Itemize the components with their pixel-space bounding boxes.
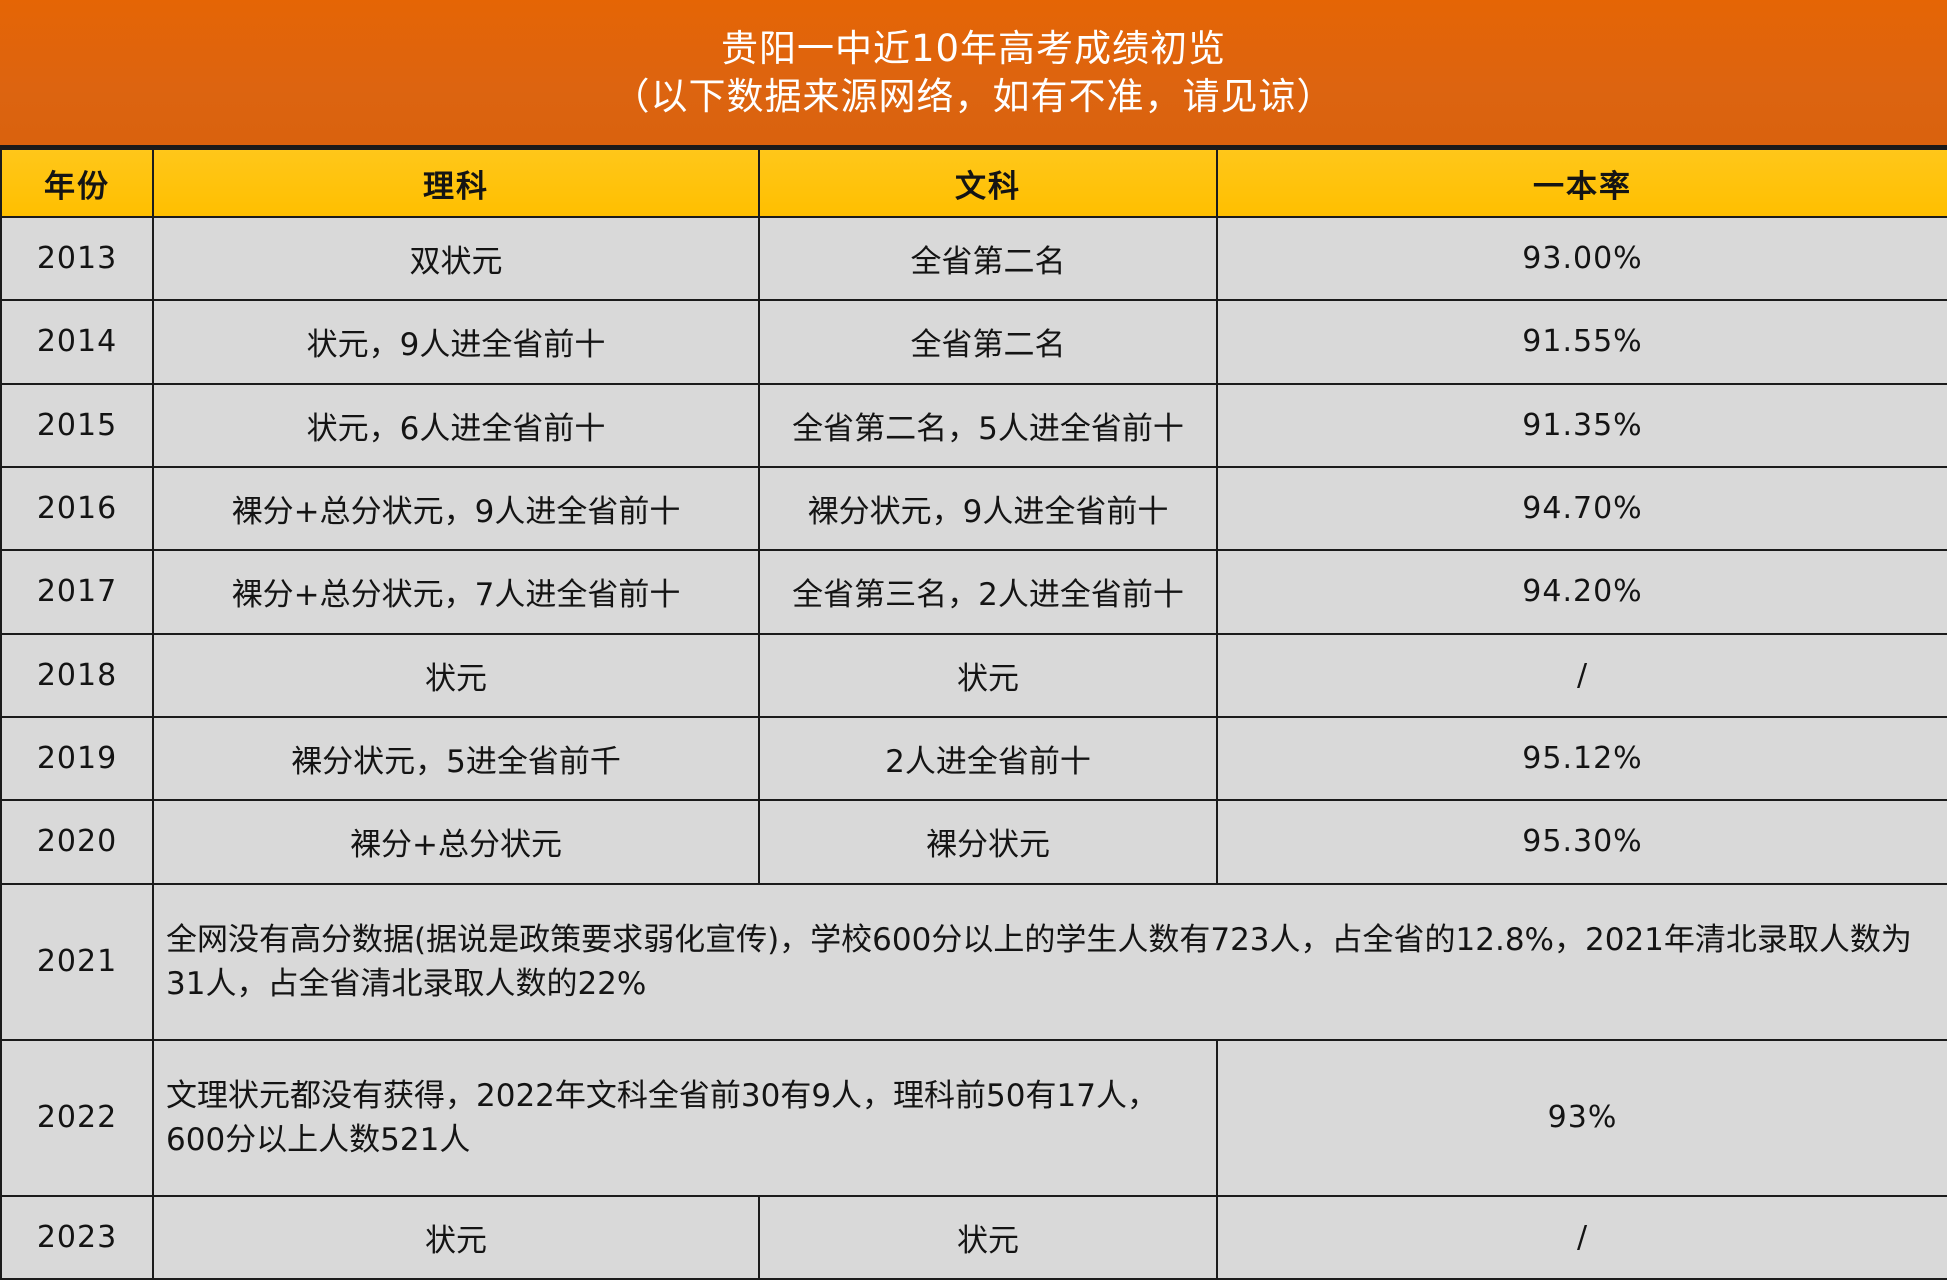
table-row: 2014 状元，9人进全省前十 全省第二名 91.55% <box>0 299 1947 385</box>
cell-year: 2018 <box>0 632 154 718</box>
cell-rate: / <box>1216 1194 1947 1280</box>
cell-science: 状元，9人进全省前十 <box>152 299 760 385</box>
cell-science: 状元 <box>152 1194 760 1280</box>
table-row: 2021 全网没有高分数据(据说是政策要求弱化宣传)，学校600分以上的学生人数有… <box>0 882 1947 1041</box>
cell-rate: 94.70% <box>1216 465 1947 552</box>
table-body: 2013 双状元 全省第二名 93.00% 2014 状元，9人进全省前十 全省第二名 91.… <box>0 215 1947 1280</box>
page-title: 贵阳一中近10年高考成绩初览 <box>720 27 1227 71</box>
table-row: 2022 文理状元都没有获得，2022年文科全省前30有9人，理科前50有17人，… <box>0 1038 1947 1197</box>
cell-note: 全网没有高分数据(据说是政策要求弱化宣传)，学校600分以上的学生人数有723人… <box>152 882 1947 1041</box>
cell-science: 裸分+总分状元 <box>152 799 760 885</box>
table-row: 2015 状元，6人进全省前十 全省第二名，5人进全省前十 91.35% <box>0 382 1947 468</box>
cell-science: 状元，6人进全省前十 <box>152 382 760 468</box>
cell-arts: 全省第二名 <box>758 215 1218 302</box>
table-header: 年份 理科 文科 一本率 <box>0 148 1947 218</box>
cell-year: 2016 <box>0 465 154 552</box>
cell-rate: 95.30% <box>1216 799 1947 885</box>
cell-year: 2020 <box>0 799 154 885</box>
cell-rate: 95.12% <box>1216 715 1947 802</box>
table-row: 2017 裸分+总分状元，7人进全省前十 全省第三名，2人进全省前十 94.20% <box>0 549 1947 635</box>
table-row: 2019 裸分状元，5进全省前千 2人进全省前十 95.12% <box>0 715 1947 802</box>
table-row: 2020 裸分+总分状元 裸分状元 95.30% <box>0 799 1947 885</box>
table-row: 2016 裸分+总分状元，9人进全省前十 裸分状元，9人进全省前十 94.70% <box>0 465 1947 552</box>
page-subtitle: （以下数据来源网络，如有不准，请见谅） <box>612 74 1335 118</box>
column-header-rate: 一本率 <box>1216 148 1947 218</box>
cell-rate: / <box>1216 632 1947 718</box>
cell-year: 2023 <box>0 1194 154 1280</box>
table-row: 2013 双状元 全省第二名 93.00% <box>0 215 1947 302</box>
cell-science: 状元 <box>152 632 760 718</box>
cell-rate: 94.20% <box>1216 549 1947 635</box>
cell-arts: 全省第二名 <box>758 299 1218 385</box>
cell-science: 双状元 <box>152 215 760 302</box>
cell-arts: 全省第二名，5人进全省前十 <box>758 382 1218 468</box>
table-row: 2023 状元 状元 / <box>0 1194 1947 1280</box>
cell-science: 裸分+总分状元，9人进全省前十 <box>152 465 760 552</box>
cell-arts: 状元 <box>758 632 1218 718</box>
column-header-year: 年份 <box>0 148 154 218</box>
column-header-science: 理科 <box>152 148 760 218</box>
cell-year: 2017 <box>0 549 154 635</box>
cell-note: 文理状元都没有获得，2022年文科全省前30有9人，理科前50有17人，600分… <box>152 1038 1218 1197</box>
header-row: 年份 理科 文科 一本率 <box>0 148 1947 218</box>
cell-year: 2013 <box>0 215 154 302</box>
cell-rate: 93% <box>1216 1038 1947 1197</box>
title-banner: 贵阳一中近10年高考成绩初览 （以下数据来源网络，如有不准，请见谅） <box>0 0 1947 148</box>
cell-year: 2019 <box>0 715 154 802</box>
cell-rate: 91.55% <box>1216 299 1947 385</box>
cell-year: 2022 <box>0 1038 154 1197</box>
cell-year: 2021 <box>0 882 154 1041</box>
cell-science: 裸分+总分状元，7人进全省前十 <box>152 549 760 635</box>
cell-arts: 裸分状元 <box>758 799 1218 885</box>
cell-arts: 状元 <box>758 1194 1218 1280</box>
table-row: 2018 状元 状元 / <box>0 632 1947 718</box>
cell-arts: 全省第三名，2人进全省前十 <box>758 549 1218 635</box>
cell-arts: 裸分状元，9人进全省前十 <box>758 465 1218 552</box>
column-header-arts: 文科 <box>758 148 1218 218</box>
cell-rate: 91.35% <box>1216 382 1947 468</box>
cell-year: 2014 <box>0 299 154 385</box>
grades-table: 年份 理科 文科 一本率 2013 双状元 全省第二名 93.00% 2014 状元，9人… <box>0 148 1947 1280</box>
cell-year: 2015 <box>0 382 154 468</box>
cell-science: 裸分状元，5进全省前千 <box>152 715 760 802</box>
cell-arts: 2人进全省前十 <box>758 715 1218 802</box>
cell-rate: 93.00% <box>1216 215 1947 302</box>
